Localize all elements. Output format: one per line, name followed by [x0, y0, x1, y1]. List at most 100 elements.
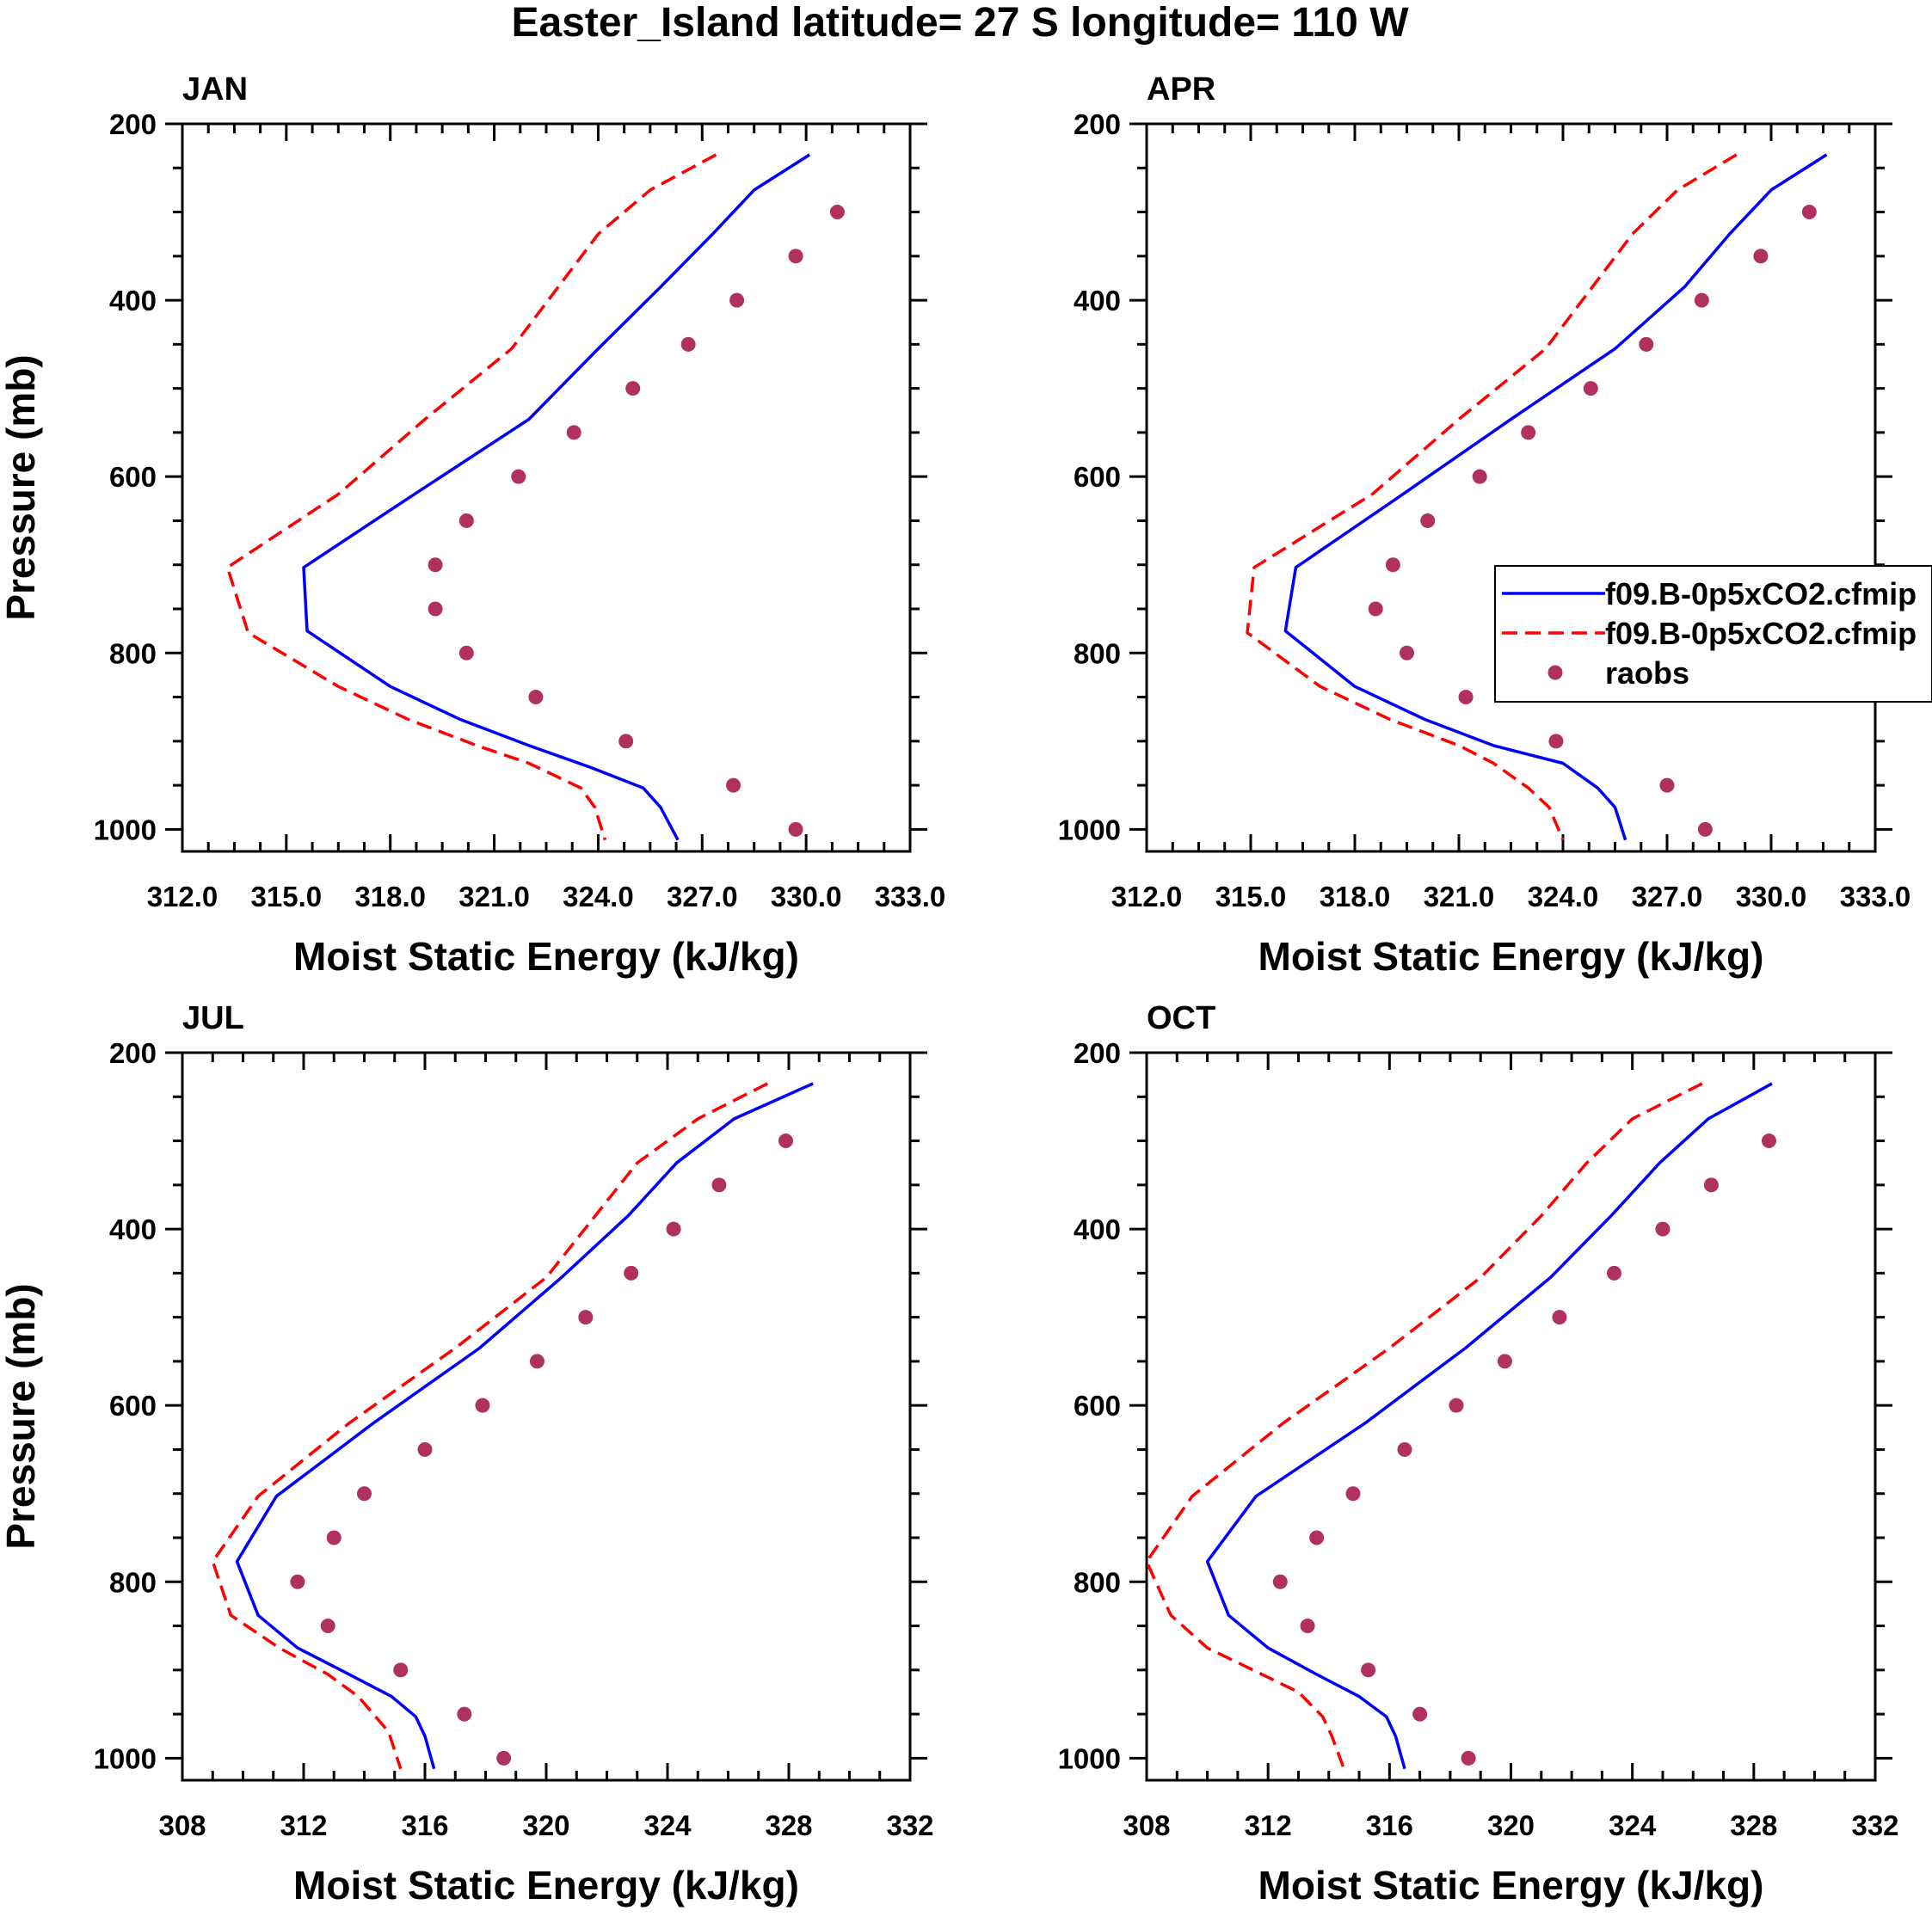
y-tick-label: 600: [1074, 461, 1121, 493]
series-line-dashed: [1246, 153, 1738, 841]
panel-oct: OCT 308 312 316 320 324 328 332 200 400 600 800 1000…: [1058, 1000, 1899, 1908]
raobs-point: [1703, 1177, 1719, 1193]
y-tick-label: 600: [109, 461, 157, 493]
x-tick-label: 321.0: [458, 881, 530, 912]
raobs-point: [475, 1398, 490, 1413]
raobs-point: [496, 1750, 512, 1766]
raobs-point: [428, 557, 443, 573]
raobs-point: [529, 1354, 545, 1369]
raobs-point: [458, 513, 474, 528]
raobs-point: [1801, 205, 1817, 220]
raobs-point: [1472, 469, 1487, 484]
raobs-point: [1694, 292, 1709, 308]
plot-frame: [1145, 122, 1877, 853]
y-tick-label: 600: [1074, 1390, 1121, 1422]
y-tick-label: 800: [109, 1566, 157, 1598]
raobs-point: [711, 1177, 727, 1193]
x-tick-label: 330.0: [771, 881, 842, 912]
raobs-point: [1461, 1750, 1476, 1766]
raobs-point: [1659, 777, 1675, 793]
x-tick-label: 328: [1730, 1809, 1777, 1841]
legend-marker-dot: [1547, 665, 1563, 680]
y-axis-label: Pressure (mb): [0, 354, 43, 620]
raobs-point: [1300, 1619, 1315, 1634]
x-tick-label: 324.0: [1528, 881, 1599, 912]
panel-title: APR: [1147, 71, 1215, 108]
raobs-point: [1368, 601, 1383, 617]
y-tick-label: 200: [1074, 1037, 1121, 1069]
x-tick-label: 312.0: [1111, 881, 1183, 912]
x-tick-label: 316: [401, 1809, 448, 1841]
raobs-point: [1639, 336, 1654, 352]
raobs-point: [1345, 1486, 1361, 1502]
panel-jan: JAN 312.0 315.0 318.0 321.0 324.0 327.0 330.0 33…: [0, 71, 945, 979]
x-axis-label: Moist Static Energy (kJ/kg): [293, 934, 799, 979]
y-tick-label: 400: [1074, 1213, 1121, 1245]
raobs-point: [1521, 425, 1536, 440]
raobs-point: [1548, 734, 1564, 749]
legend: f09.B-0p5xCO2.cfmip f09.B-0p5xCO2.cfmip ra…: [1494, 565, 1932, 703]
x-tick-label: 324: [1609, 1809, 1657, 1841]
panel-jul: JUL 308 312 316 320 324 328 332 200 400 600 800 1000…: [0, 1000, 934, 1908]
x-tick-label: 324: [643, 1809, 692, 1841]
y-tick-label: 400: [109, 1213, 157, 1245]
raobs-point: [1412, 1706, 1428, 1722]
raobs-point: [1606, 1265, 1621, 1281]
series-group: [225, 153, 845, 841]
series-line-solid: [302, 153, 811, 841]
y-tick-label: 800: [1074, 637, 1121, 669]
raobs-point: [618, 734, 634, 749]
x-tick-label: 333.0: [875, 881, 946, 912]
x-axis-label: Moist Static Energy (kJ/kg): [1258, 1863, 1764, 1908]
x-tick-label: 327.0: [667, 881, 738, 912]
y-tick-label: 1000: [1058, 814, 1121, 845]
x-tick-label: 332: [886, 1809, 933, 1841]
x-tick-label: 318.0: [354, 881, 426, 912]
y-tick-label: 400: [109, 285, 157, 316]
series-group: [1246, 153, 1828, 841]
raobs-point: [393, 1662, 409, 1678]
raobs-point: [1655, 1221, 1671, 1237]
raobs-point: [511, 469, 526, 484]
raobs-point: [290, 1574, 305, 1589]
raobs-point: [1552, 1310, 1567, 1325]
raobs-point: [326, 1530, 341, 1545]
x-tick-label: 333.0: [1840, 881, 1911, 912]
raobs-point: [680, 336, 696, 352]
legend-box: f09.B-0p5xCO2.cfmip f09.B-0p5xCO2.cfmip ra…: [1494, 565, 1932, 703]
x-tick-label: 324.0: [563, 881, 634, 912]
raobs-point: [1361, 1662, 1376, 1678]
raobs-point: [1449, 1398, 1464, 1413]
x-tick-label: 321.0: [1424, 881, 1495, 912]
y-tick-label: 600: [109, 1390, 157, 1422]
plot-frame: [181, 122, 912, 853]
x-tick-label: 312.0: [147, 881, 218, 912]
series-line-solid: [1283, 153, 1828, 841]
y-tick-label: 1000: [94, 814, 157, 845]
series-group: [1147, 1082, 1776, 1770]
raobs-point: [778, 1134, 793, 1149]
plot-frame: [1145, 1051, 1877, 1782]
raobs-point: [578, 1310, 594, 1325]
series-line-dashed: [1147, 1082, 1703, 1770]
y-tick-label: 800: [1074, 1566, 1121, 1598]
raobs-point: [320, 1619, 335, 1634]
panel-title: JAN: [182, 71, 248, 108]
raobs-point: [1397, 1441, 1412, 1457]
x-axis-label: Moist Static Energy (kJ/kg): [1258, 934, 1764, 979]
y-tick-label: 1000: [94, 1742, 157, 1774]
raobs-point: [1697, 821, 1713, 837]
raobs-point: [1753, 249, 1769, 264]
panel-title: OCT: [1147, 1000, 1215, 1036]
series-line-dashed: [211, 1082, 769, 1770]
legend-label: raobs: [1605, 655, 1689, 691]
raobs-point: [566, 425, 581, 440]
x-tick-label: 308: [158, 1809, 206, 1841]
y-tick-label: 200: [109, 108, 157, 140]
raobs-point: [357, 1486, 372, 1502]
x-tick-label: 312: [280, 1809, 327, 1841]
y-tick-label: 200: [109, 1037, 157, 1069]
raobs-point: [1420, 513, 1436, 528]
x-tick-label: 312: [1245, 1809, 1292, 1841]
raobs-point: [1400, 645, 1414, 660]
